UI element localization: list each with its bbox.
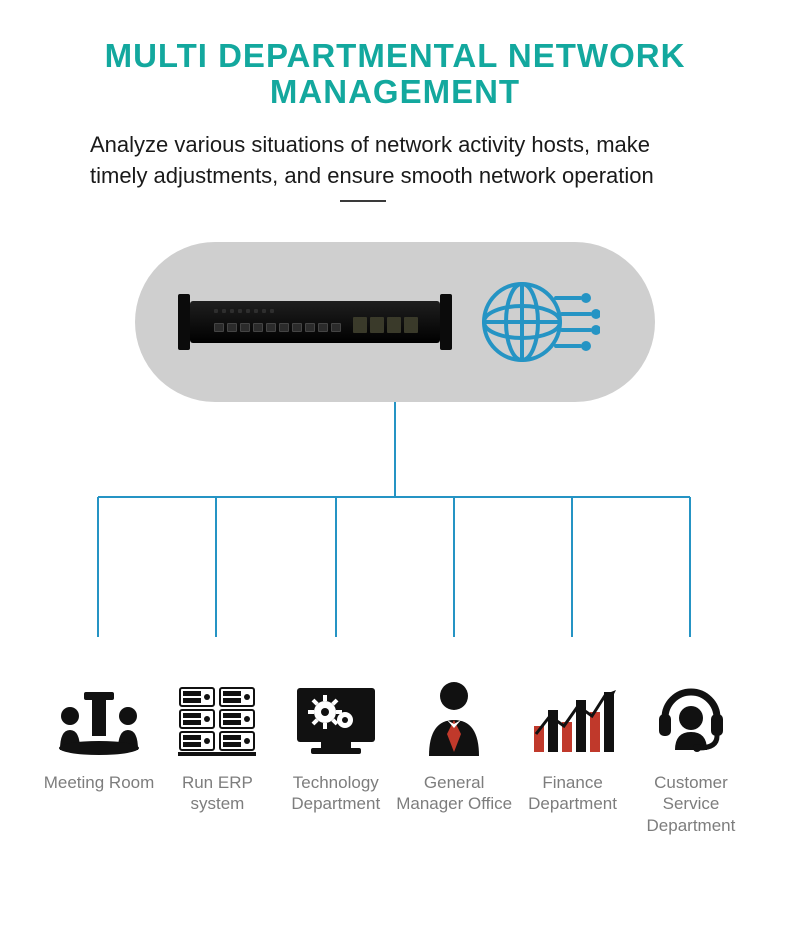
department-finance: Finance Department (514, 678, 632, 836)
department-label: Customer Service Department (632, 772, 750, 836)
department-manager: General Manager Office (395, 678, 513, 836)
department-meeting: Meeting Room (40, 678, 158, 836)
subtitle-underline (340, 200, 386, 202)
globe-network-icon (480, 272, 600, 372)
tech-icon (291, 678, 381, 758)
servers-icon (172, 678, 262, 758)
department-headset: Customer Service Department (632, 678, 750, 836)
page-title: MULTI DEPARTMENTAL NETWORK MANAGEMENT (0, 38, 790, 111)
department-row: Meeting Room (0, 678, 790, 836)
department-label: Finance Department (514, 772, 632, 815)
connector-lines (40, 402, 750, 642)
rack-device-icon (190, 301, 440, 343)
department-label: Run ERP system (158, 772, 276, 815)
meeting-icon (54, 678, 144, 758)
department-label: General Manager Office (395, 772, 513, 815)
manager-icon (419, 678, 489, 758)
department-tech: Technology Department (277, 678, 395, 836)
department-label: Meeting Room (44, 772, 155, 793)
department-label: Technology Department (277, 772, 395, 815)
network-hub (135, 242, 655, 402)
finance-icon (528, 678, 618, 758)
headset-icon (651, 678, 731, 758)
page-subtitle: Analyze various situations of network ac… (90, 129, 700, 193)
department-servers: Run ERP system (158, 678, 276, 836)
